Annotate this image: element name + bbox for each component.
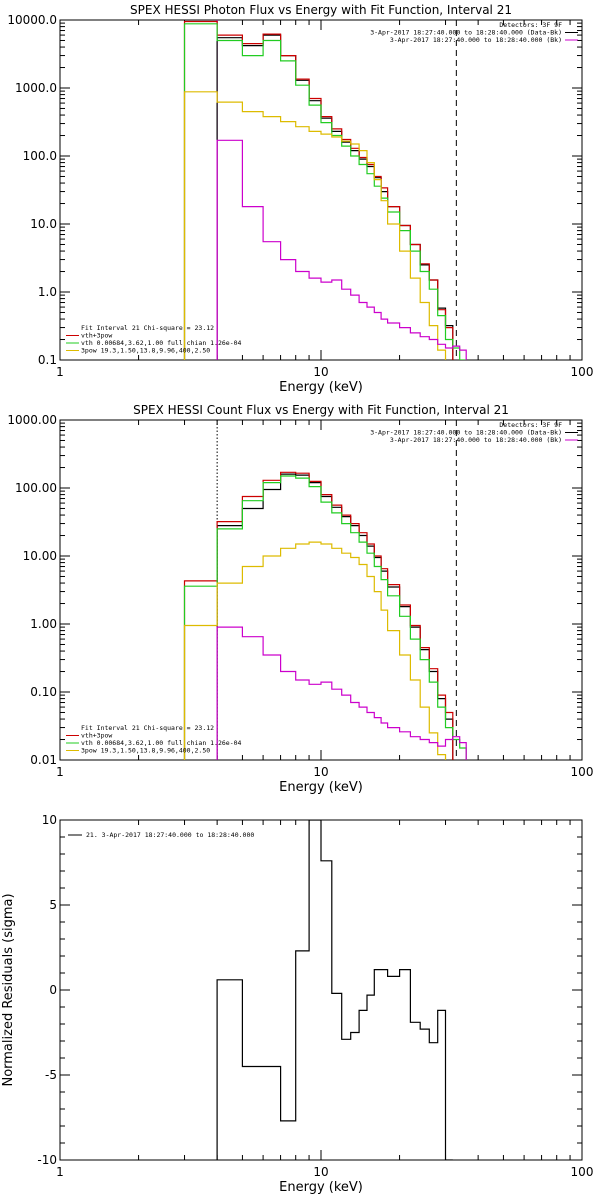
y-tick-label: 5 — [49, 898, 57, 912]
y-tick-label: 100.00 — [15, 481, 57, 495]
y-tick-label: 0.10 — [30, 685, 57, 699]
legend-label: vth+3pow — [81, 332, 112, 340]
x-tick-label: 10 — [313, 1165, 328, 1179]
x-tick-label: 100 — [571, 765, 594, 779]
series-line — [183, 23, 467, 360]
plot-data — [183, 420, 467, 760]
series-line — [216, 139, 467, 360]
y-tick-label: 10.00 — [23, 549, 57, 563]
x-tick-label: 1 — [56, 765, 64, 779]
y-tick-label: 0.1 — [38, 353, 57, 367]
plot-data — [183, 20, 467, 360]
legend-label: 21. 3-Apr-2017 18:27:40.000 to 18:28:40.… — [86, 831, 254, 839]
y-axis-label: Normalized Residuals (sigma) — [1, 893, 16, 1086]
x-tick-label: 10 — [313, 765, 328, 779]
legend-label: 3-Apr-2017 18:27:40.000 to 18:28:40.000 … — [390, 36, 562, 44]
y-tick-label: 10 — [42, 813, 57, 827]
plot-frame — [59, 819, 583, 1161]
x-axis-label: Energy (keV) — [279, 780, 363, 795]
plot-frame — [59, 19, 583, 361]
legend-label: 3-Apr-2017 18:27:40.000 to 18:28:40.000 … — [390, 436, 562, 444]
y-tick-label: 100.0 — [23, 149, 57, 163]
y-tick-label: 10000.0 — [7, 13, 57, 27]
x-tick-label: 100 — [571, 1165, 594, 1179]
series-line — [216, 34, 454, 360]
series-line — [183, 20, 454, 360]
legend-label: vth 0.00684,3.62,1.00 full chian 1.26e-0… — [81, 339, 242, 347]
y-tick-label: -5 — [45, 1068, 57, 1082]
y-tick-label: 1000.0 — [15, 81, 57, 95]
plot-frame — [59, 419, 583, 761]
chart-title: SPEX HESSI Photon Flux vs Energy with Fi… — [130, 3, 512, 17]
series-line — [216, 473, 454, 760]
series-line — [183, 541, 447, 760]
series-line — [216, 626, 467, 760]
y-tick-label: 10.0 — [30, 217, 57, 231]
legend-label: vth 0.00684,3.62,1.00 full chian 1.26e-0… — [81, 739, 242, 747]
y-tick-label: 1.0 — [38, 285, 57, 299]
x-tick-label: 1 — [56, 1165, 64, 1179]
legend-label: Detectors: 3F 9F — [499, 21, 562, 29]
chart-panel-1: SPEX HESSI Photon Flux vs Energy with Fi… — [7, 3, 593, 395]
series-line — [183, 471, 454, 760]
y-tick-label: -10 — [37, 1153, 57, 1167]
x-axis-label: Energy (keV) — [279, 1180, 363, 1195]
legend-label: Detectors: 3F 9F — [499, 421, 562, 429]
x-tick-label: 100 — [571, 365, 594, 379]
chart-panel-2: SPEX HESSI Count Flux vs Energy with Fit… — [7, 403, 593, 795]
legend-label: 3pow 19.3,1.50,13.8,9.96,400,2.50 — [81, 747, 210, 755]
y-tick-label: 1000.00 — [7, 413, 57, 427]
legend-label: 3pow 19.3,1.50,13.8,9.96,400,2.50 — [81, 347, 210, 355]
y-tick-label: 0 — [49, 983, 57, 997]
legend-label: Fit Interval 21 Chi-square = 23.12 — [81, 324, 214, 332]
y-tick-label: 1.00 — [30, 617, 57, 631]
series-line — [183, 91, 447, 360]
x-tick-label: 10 — [313, 365, 328, 379]
legend-label: Fit Interval 21 Chi-square = 23.12 — [81, 724, 214, 732]
legend-label: vth+3pow — [81, 732, 112, 740]
plot-data — [216, 820, 453, 1160]
chart-title: SPEX HESSI Count Flux vs Energy with Fit… — [133, 403, 509, 417]
x-tick-label: 1 — [56, 365, 64, 379]
series-line — [183, 475, 467, 760]
y-tick-label: 0.01 — [30, 753, 57, 767]
series-line — [216, 820, 453, 1160]
x-axis-label: Energy (keV) — [279, 380, 363, 395]
legend-label: 3-Apr-2017 18:27:40.000 to 18:28:40.000 … — [370, 29, 562, 37]
legend-label: 3-Apr-2017 18:27:40.000 to 18:28:40.000 … — [370, 429, 562, 437]
